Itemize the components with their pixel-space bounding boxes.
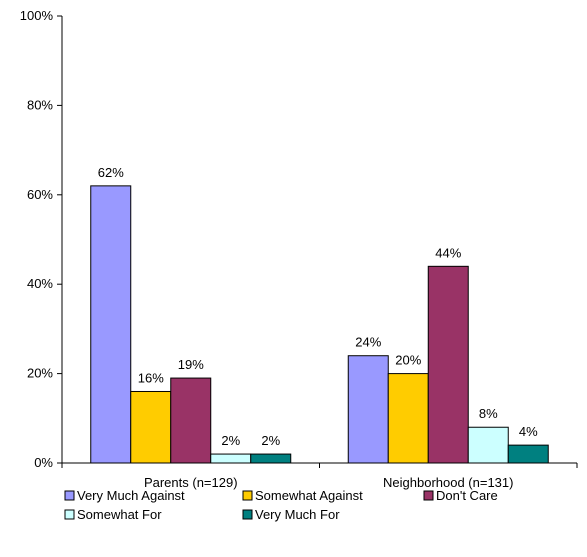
legend-swatch (64, 509, 75, 520)
category-label: Parents (n=129) (144, 475, 238, 490)
bar (210, 453, 252, 464)
legend-swatch (64, 490, 75, 501)
legend-swatch (242, 509, 253, 520)
y-tick-label: 20% (27, 366, 53, 381)
bar (250, 453, 292, 464)
bar (130, 390, 172, 464)
legend-label: Somewhat Against (255, 488, 363, 503)
legend-swatch (242, 490, 253, 501)
y-tick-label: 40% (27, 276, 53, 291)
data-label: 44% (435, 245, 461, 260)
data-label: 4% (519, 424, 538, 439)
data-label: 62% (98, 165, 124, 180)
bar (467, 426, 509, 464)
data-label: 16% (138, 370, 164, 385)
bar (427, 265, 469, 464)
legend-label: Somewhat For (77, 507, 162, 522)
axes: 0% 20% 40% 60% 80% 100% Parents (n=129) Neighbo… (20, 8, 578, 490)
bar (90, 185, 132, 464)
data-labels: 62% 16% 19% 2% 2% 24% 20% 44% 8% 4% (98, 165, 538, 448)
y-tick-label: 100% (20, 8, 54, 23)
bars (90, 185, 549, 464)
data-label: 24% (355, 335, 381, 350)
data-label: 2% (261, 433, 280, 448)
legend-label: Very Much For (255, 507, 340, 522)
data-label: 20% (395, 353, 421, 368)
bar (387, 373, 429, 464)
bar (347, 355, 389, 464)
data-label: 19% (178, 357, 204, 372)
y-tick-label: 80% (27, 97, 53, 112)
data-label: 2% (221, 433, 240, 448)
bar (170, 377, 212, 464)
legend-swatch (423, 490, 434, 501)
bar (507, 444, 549, 464)
legend-label: Very Much Against (77, 488, 185, 503)
category-label: Neighborhood (n=131) (383, 475, 513, 490)
y-tick-label: 0% (34, 455, 53, 470)
legend: Very Much Against Somewhat Against Don't C… (64, 488, 498, 522)
legend-label: Don't Care (436, 488, 498, 503)
y-tick-label: 60% (27, 187, 53, 202)
data-label: 8% (479, 406, 498, 421)
